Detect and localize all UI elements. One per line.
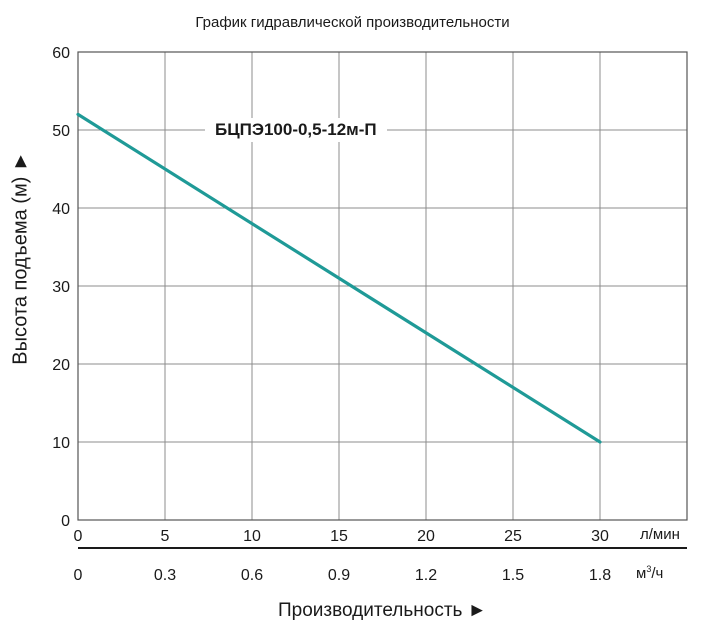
x-tick-label: 15 (330, 528, 348, 545)
series-line (76, 112, 602, 444)
y-tick-label: 10 (52, 435, 70, 452)
x-axis-label: Производительность ► (278, 600, 487, 621)
y-tick-label: 0 (61, 513, 70, 530)
chart-title: График гидравлической производительности (195, 14, 510, 31)
x-tick-label-secondary: 1.5 (502, 567, 524, 584)
x-tick-label: 5 (161, 528, 170, 545)
x-tick-label: 0 (74, 528, 83, 545)
x-tick-label-secondary: 0.6 (241, 567, 263, 584)
x-tick-label-secondary: 1.8 (589, 567, 611, 584)
x-tick-label: 30 (591, 528, 609, 545)
x-tick-label: 20 (417, 528, 435, 545)
y-tick-label: 20 (52, 357, 70, 374)
series-label: БЦПЭ100-0,5-12м-П (205, 118, 387, 142)
x-tick-label-secondary: 0 (74, 567, 83, 584)
y-tick-label: 30 (52, 279, 70, 296)
x-tick-label-secondary: 0.9 (328, 567, 350, 584)
y-tick-label: 50 (52, 123, 70, 140)
x-unit-primary: л/мин (640, 526, 680, 543)
y-tick-label: 40 (52, 201, 70, 218)
plot-frame (77, 51, 688, 521)
y-tick-label: 60 (52, 45, 70, 62)
y-axis-label: Высота подъема (м) ► (9, 151, 32, 365)
x-tick-label: 10 (243, 528, 261, 545)
x-tick-label-secondary: 1.2 (415, 567, 437, 584)
x-tick-label-secondary: 0.3 (154, 567, 176, 584)
x-tick-label: 25 (504, 528, 522, 545)
x-unit-secondary: м3/ч (636, 564, 664, 582)
